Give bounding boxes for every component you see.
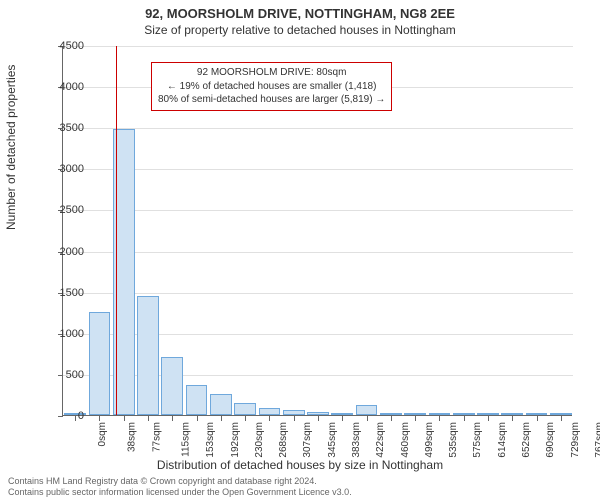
annotation-line1: 92 MOORSHOLM DRIVE: 80sqm xyxy=(158,66,385,80)
xtick-mark xyxy=(269,416,270,421)
xtick-label: 614sqm xyxy=(497,422,508,458)
ytick-label: 0 xyxy=(34,410,84,422)
footer-line2: Contains public sector information licen… xyxy=(8,487,352,498)
ytick-label: 500 xyxy=(34,369,84,381)
xtick-label: 0sqm xyxy=(97,422,108,446)
footer: Contains HM Land Registry data © Crown c… xyxy=(8,476,352,498)
annotation-box: 92 MOORSHOLM DRIVE: 80sqm← 19% of detach… xyxy=(151,62,392,111)
gridline xyxy=(63,252,573,253)
annotation-line3: 80% of semi-detached houses are larger (… xyxy=(158,93,385,107)
xtick-mark xyxy=(561,416,562,421)
xtick-label: 115sqm xyxy=(180,422,191,457)
xtick-label: 535sqm xyxy=(448,422,459,458)
histogram-bar xyxy=(453,413,475,415)
ytick-label: 4500 xyxy=(34,40,84,52)
chart-subtitle: Size of property relative to detached ho… xyxy=(0,21,600,37)
xtick-label: 307sqm xyxy=(303,422,314,458)
y-axis-label: Number of detached properties xyxy=(4,65,18,230)
histogram-bar xyxy=(210,394,232,415)
histogram-bar xyxy=(137,296,159,415)
histogram-bar xyxy=(526,413,548,415)
xtick-mark xyxy=(245,416,246,421)
histogram-bar xyxy=(429,413,451,415)
xtick-label: 422sqm xyxy=(375,422,386,458)
histogram-bar xyxy=(356,405,378,415)
xtick-label: 575sqm xyxy=(473,422,484,458)
ytick-label: 4000 xyxy=(34,81,84,93)
ytick-label: 3000 xyxy=(34,163,84,175)
xtick-label: 460sqm xyxy=(400,422,411,458)
gridline xyxy=(63,293,573,294)
ytick-label: 3500 xyxy=(34,122,84,134)
gridline xyxy=(63,210,573,211)
histogram-bar xyxy=(477,413,499,415)
xtick-label: 690sqm xyxy=(545,422,556,458)
histogram-bar xyxy=(307,412,329,415)
xtick-label: 38sqm xyxy=(127,422,138,452)
xtick-label: 268sqm xyxy=(278,422,289,458)
gridline xyxy=(63,128,573,129)
histogram-bar xyxy=(501,413,523,415)
xtick-label: 230sqm xyxy=(254,422,265,458)
xtick-label: 383sqm xyxy=(351,422,362,458)
xtick-mark xyxy=(99,416,100,421)
xtick-mark xyxy=(439,416,440,421)
reference-line xyxy=(116,46,117,415)
xtick-mark xyxy=(488,416,489,421)
ytick-label: 1500 xyxy=(34,287,84,299)
xtick-mark xyxy=(342,416,343,421)
plot: 0sqm38sqm77sqm115sqm153sqm192sqm230sqm26… xyxy=(62,46,572,416)
chart-container: 92, MOORSHOLM DRIVE, NOTTINGHAM, NG8 2EE… xyxy=(0,0,600,500)
histogram-bar xyxy=(283,410,305,415)
xtick-label: 652sqm xyxy=(521,422,532,458)
histogram-bar xyxy=(89,312,111,415)
chart-title: 92, MOORSHOLM DRIVE, NOTTINGHAM, NG8 2EE xyxy=(0,0,600,21)
plot-area: 0sqm38sqm77sqm115sqm153sqm192sqm230sqm26… xyxy=(62,46,572,416)
xtick-mark xyxy=(124,416,125,421)
histogram-bar xyxy=(259,408,281,415)
histogram-bar xyxy=(161,357,183,415)
xtick-mark xyxy=(537,416,538,421)
xtick-label: 767sqm xyxy=(594,422,600,458)
xtick-mark xyxy=(464,416,465,421)
xtick-label: 729sqm xyxy=(570,422,581,458)
xtick-mark xyxy=(221,416,222,421)
histogram-bar xyxy=(331,413,353,415)
xtick-label: 153sqm xyxy=(205,422,216,458)
xtick-mark xyxy=(148,416,149,421)
xtick-label: 345sqm xyxy=(327,422,338,458)
xtick-mark xyxy=(318,416,319,421)
histogram-bar xyxy=(380,413,402,415)
ytick-label: 1000 xyxy=(34,328,84,340)
ytick-label: 2000 xyxy=(34,246,84,258)
xtick-mark xyxy=(294,416,295,421)
xtick-label: 499sqm xyxy=(424,422,435,458)
xtick-mark xyxy=(197,416,198,421)
x-axis-label: Distribution of detached houses by size … xyxy=(0,458,600,472)
annotation-line2: ← 19% of detached houses are smaller (1,… xyxy=(158,80,385,94)
xtick-mark xyxy=(367,416,368,421)
xtick-label: 192sqm xyxy=(230,422,241,458)
histogram-bar xyxy=(404,413,426,415)
gridline xyxy=(63,169,573,170)
footer-line1: Contains HM Land Registry data © Crown c… xyxy=(8,476,352,487)
xtick-mark xyxy=(415,416,416,421)
xtick-mark xyxy=(172,416,173,421)
xtick-mark xyxy=(512,416,513,421)
gridline xyxy=(63,46,573,47)
xtick-mark xyxy=(391,416,392,421)
xtick-label: 77sqm xyxy=(151,422,162,452)
ytick-label: 2500 xyxy=(34,204,84,216)
histogram-bar xyxy=(550,413,572,415)
histogram-bar xyxy=(234,403,256,415)
histogram-bar xyxy=(186,385,208,415)
